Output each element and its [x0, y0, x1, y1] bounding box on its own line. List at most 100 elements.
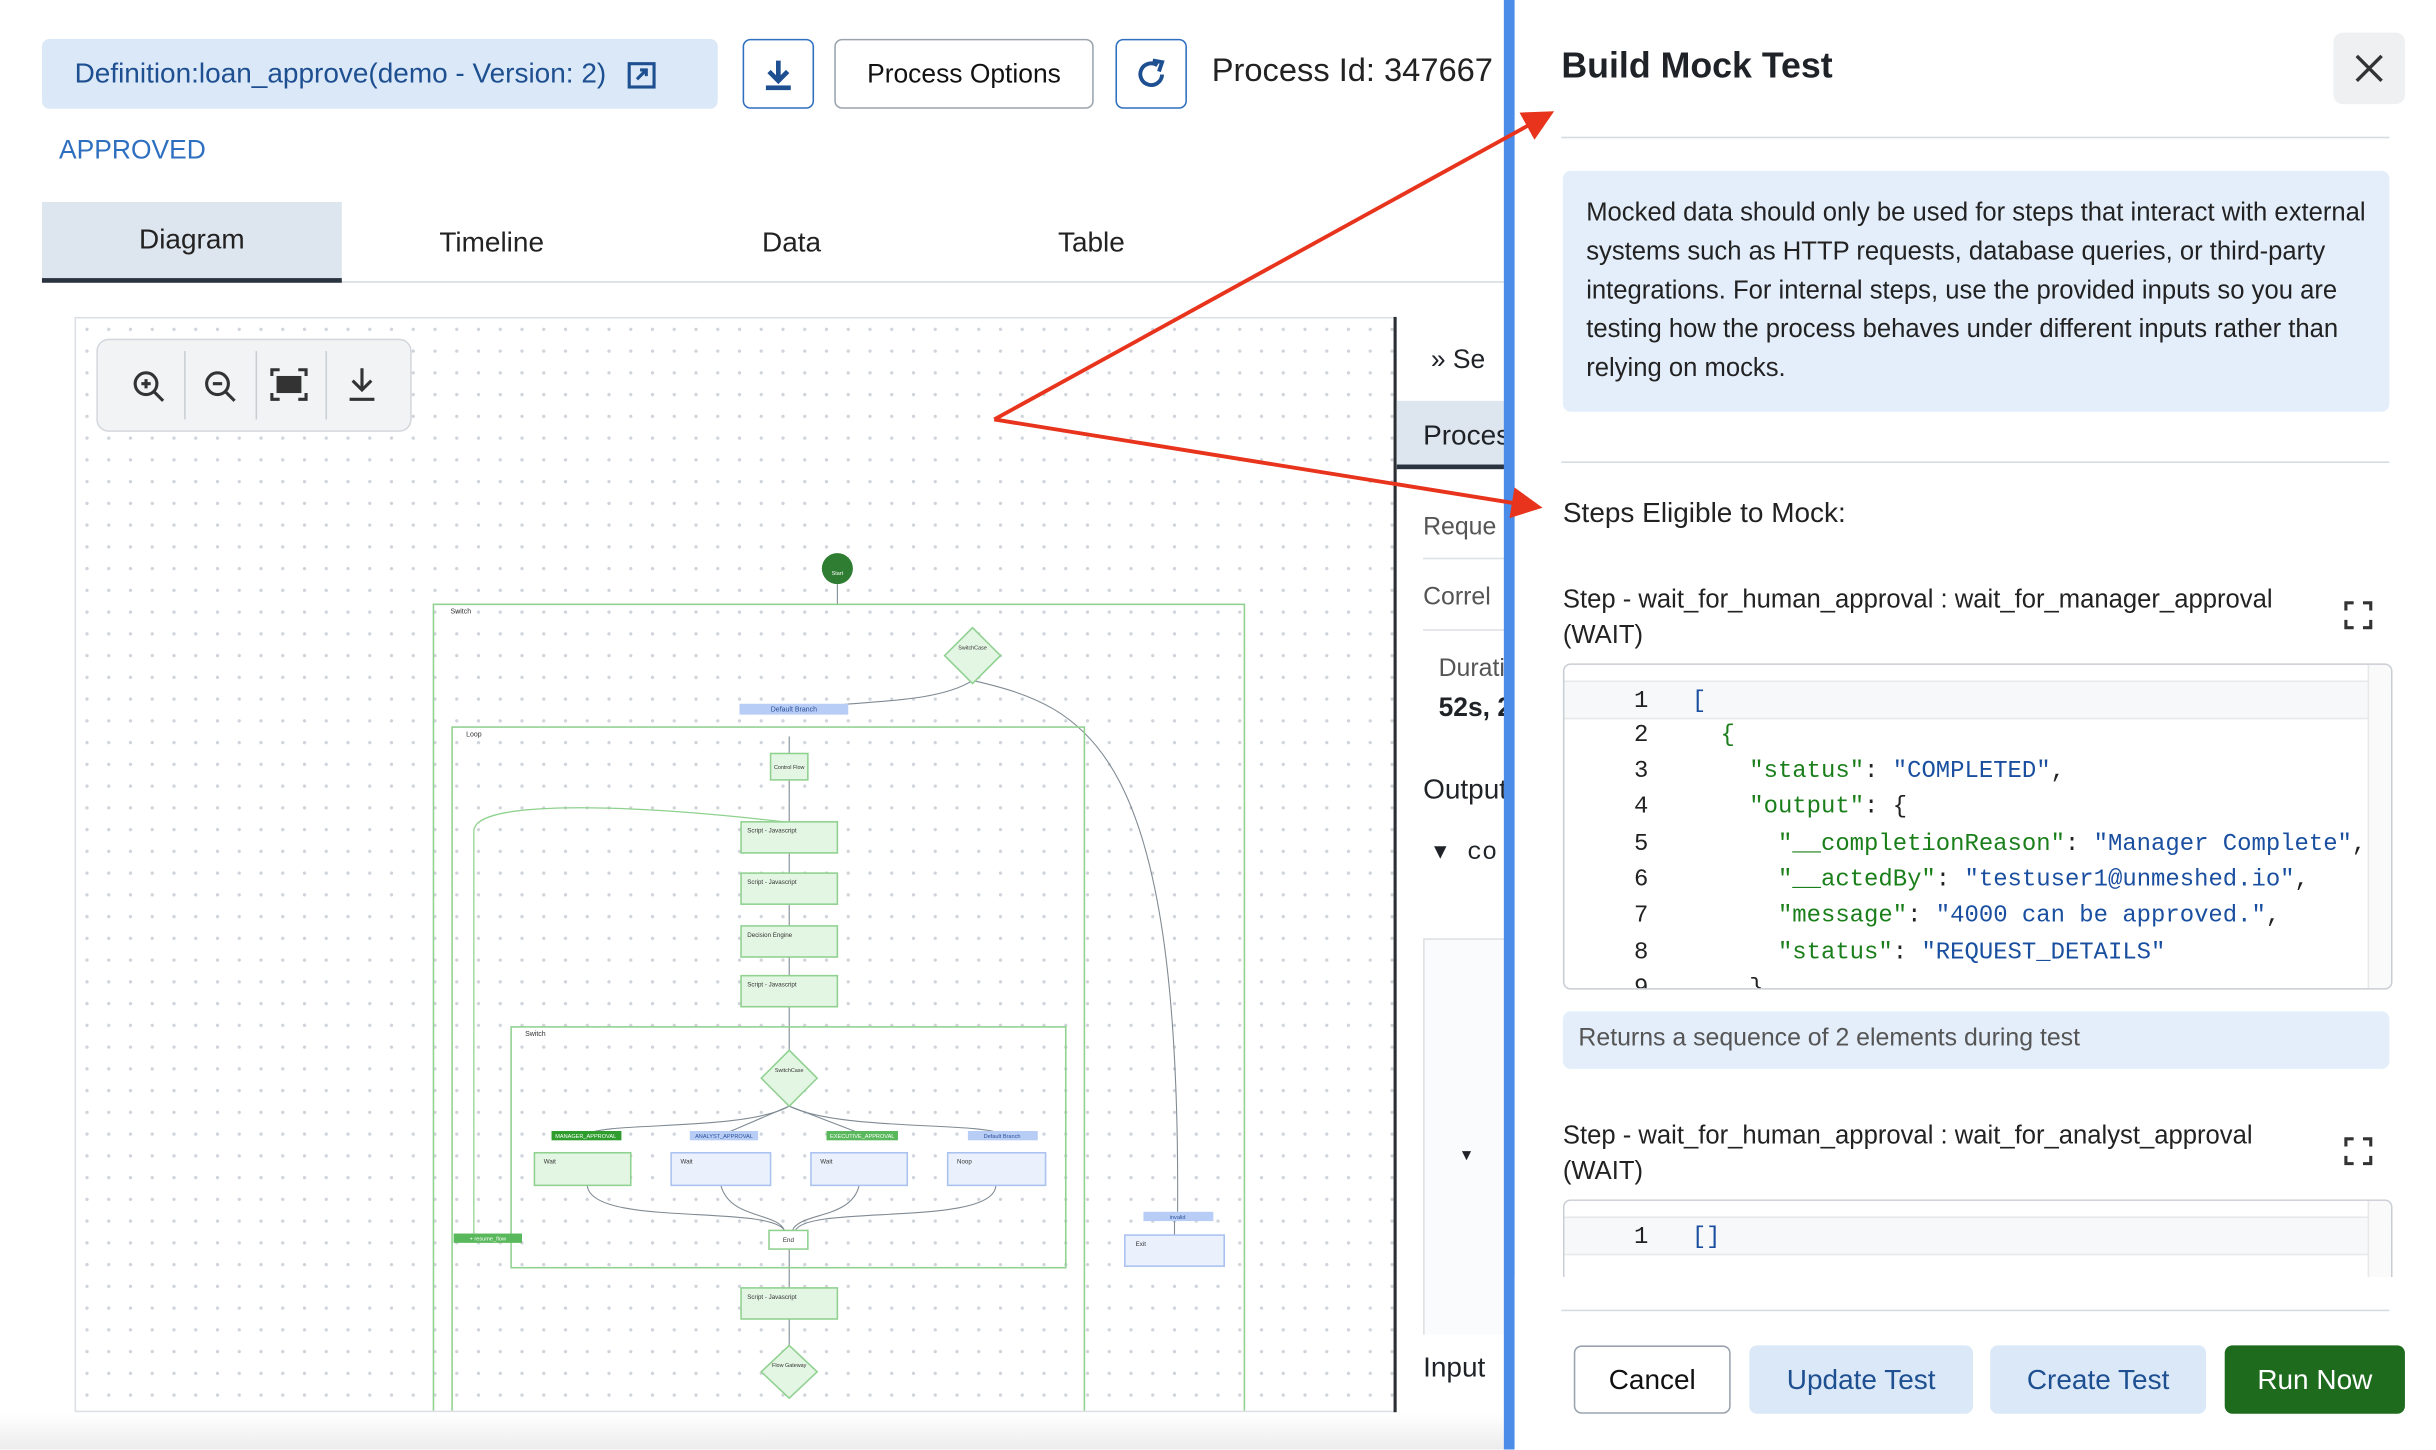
- diagram-node: [810, 1151, 909, 1187]
- side-panel: » Se Proces Reque Correl Durati 52s, 2 O…: [1393, 316, 1506, 1413]
- diagram-label: Default Branch: [984, 1134, 1021, 1140]
- tab[interactable]: Data: [762, 226, 822, 258]
- tabs-divider: [41, 281, 1504, 283]
- diagram-label: Start: [832, 571, 844, 577]
- scrollbar: [2367, 1200, 2391, 1295]
- line-text: "__completionReason": "Manager Complete"…: [1777, 829, 2367, 858]
- refresh-icon: [1138, 57, 1165, 87]
- diagram-node: [670, 1151, 772, 1187]
- tab[interactable]: Table: [1057, 226, 1125, 258]
- branch-tag: [689, 1130, 759, 1141]
- scrollbar: [2367, 664, 2391, 989]
- side-panel-tab[interactable]: Proces: [1396, 400, 1506, 470]
- code-line: 3 "status": "COMPLETED",: [1564, 753, 2390, 789]
- download-button[interactable]: [742, 38, 815, 109]
- update-test-button[interactable]: Update Test: [1749, 1345, 1974, 1414]
- start-node: [821, 553, 853, 585]
- code-line: 4 "output": {: [1564, 789, 2390, 825]
- download-icon: [765, 59, 791, 90]
- line-number: 7: [1633, 901, 1649, 930]
- open-icon: [627, 61, 656, 88]
- field-label: Reque: [1423, 503, 1506, 560]
- line-text: "output": {: [1749, 792, 1908, 821]
- output-key: co: [1467, 838, 1497, 867]
- step-title: Step - wait_for_human_approval : wait_fo…: [1562, 1121, 2253, 1186]
- close-icon: [2355, 54, 2383, 82]
- diagram-label: End: [783, 1237, 795, 1244]
- process-options-button[interactable]: Process Options: [834, 38, 1094, 109]
- line-text: "status": "COMPLETED",: [1749, 756, 2065, 785]
- code-line: 5 "__completionReason": "Manager Complet…: [1564, 825, 2390, 861]
- side-panel-title: Se: [1452, 344, 1486, 375]
- diagram-label: Noop: [957, 1159, 972, 1166]
- refresh-button[interactable]: [1115, 38, 1187, 109]
- divider: [1561, 461, 2390, 463]
- line-number: 8: [1633, 937, 1649, 966]
- code-line: 6 "__actedBy": "testuser1@unmeshed.io",: [1564, 861, 2390, 897]
- code-line: 1 []: [1564, 1216, 2391, 1256]
- tab[interactable]: Timeline: [439, 226, 545, 258]
- process-options-label: Process Options: [867, 58, 1061, 88]
- line-text: }: [1691, 973, 1764, 990]
- line-number: 6: [1633, 865, 1649, 894]
- close-button[interactable]: [2333, 32, 2405, 105]
- expand-icon[interactable]: [2343, 600, 2374, 631]
- diagram-label: Wait: [820, 1159, 832, 1166]
- field-label: Durati: [1438, 655, 1505, 683]
- switch-case-node: [943, 626, 1002, 685]
- cancel-button[interactable]: Cancel: [1573, 1345, 1731, 1414]
- code-line: 7 "message": "4000 can be approved.",: [1564, 898, 2390, 934]
- line-number: 3: [1633, 756, 1649, 785]
- definition-label: Definition:loan_approve(demo - Version: …: [74, 57, 607, 89]
- branch-tag: [1143, 1211, 1214, 1222]
- diagram-node: [1124, 1234, 1225, 1267]
- diagram-label: Decision Engine: [747, 932, 792, 939]
- code-line: 8 "status": "REQUEST_DETAILS": [1564, 934, 2390, 970]
- definition-button[interactable]: Definition:loan_approve(demo - Version: …: [41, 38, 718, 109]
- side-panel-header: » Se: [1430, 344, 1486, 375]
- diagram-label: SwitchCase: [775, 1068, 804, 1074]
- info-text: Mocked data should only be used for step…: [1586, 198, 2366, 383]
- diagram-label: + resume_flow: [470, 1237, 507, 1243]
- loop-back-edge: [473, 807, 785, 1239]
- run-now-button[interactable]: Run Now: [2224, 1345, 2405, 1414]
- info-box: Mocked data should only be used for step…: [1562, 170, 2390, 412]
- diagram-label: Control Flow: [774, 765, 805, 771]
- diagram-label: Wait: [544, 1159, 556, 1166]
- line-number: 5: [1633, 829, 1649, 858]
- diagram-label: Switch: [451, 609, 472, 616]
- diagram-toolbar: [96, 338, 412, 432]
- output-row: ▾ co: [1433, 838, 1497, 867]
- diagram-canvas: [74, 316, 1397, 1413]
- tab[interactable]: Diagram: [41, 201, 342, 283]
- duration: 52s, 2: [1438, 692, 1506, 723]
- diagram-node: [769, 752, 809, 781]
- divider: [1561, 136, 2390, 139]
- drawer-title: Build Mock Test: [1561, 45, 1833, 86]
- bottom-shade: [0, 1413, 1507, 1450]
- expand-icon[interactable]: [2343, 1136, 2374, 1167]
- input-heading: Input: [1423, 1351, 1486, 1383]
- line-text: "message": "4000 can be approved.",: [1777, 901, 2281, 930]
- diagram-label: Flow Gateway: [772, 1363, 807, 1369]
- diagram-label: invalid: [1170, 1215, 1186, 1221]
- code-line: 9 }: [1564, 970, 2390, 990]
- line-text: {: [1691, 720, 1735, 749]
- branch-tag: [826, 1130, 898, 1141]
- branch-tag: [551, 1130, 622, 1141]
- toolbar-icons: [133, 351, 375, 420]
- diagram-label: Switch: [525, 1031, 546, 1038]
- diagram-label: ANALYST_APPROVAL: [695, 1134, 753, 1140]
- create-test-button[interactable]: Create Test: [1990, 1345, 2207, 1414]
- code-line: 2 {: [1564, 717, 2390, 753]
- collapse-caret: ▾: [1461, 1143, 1472, 1166]
- line-text: "__actedBy": "testuser1@unmeshed.io",: [1777, 865, 2309, 894]
- diagram: Switch Start SwitchCase Default Branch L…: [432, 553, 1246, 1411]
- code-editor[interactable]: 1[2 {3 "status": "COMPLETED", 4 "output":…: [1562, 663, 2393, 990]
- step-note: Returns a sequence of 2 elements during …: [1562, 1011, 2390, 1069]
- step-note-text: Returns a sequence of 2 elements during …: [1578, 1025, 2081, 1052]
- line-text: []: [1691, 1221, 1721, 1250]
